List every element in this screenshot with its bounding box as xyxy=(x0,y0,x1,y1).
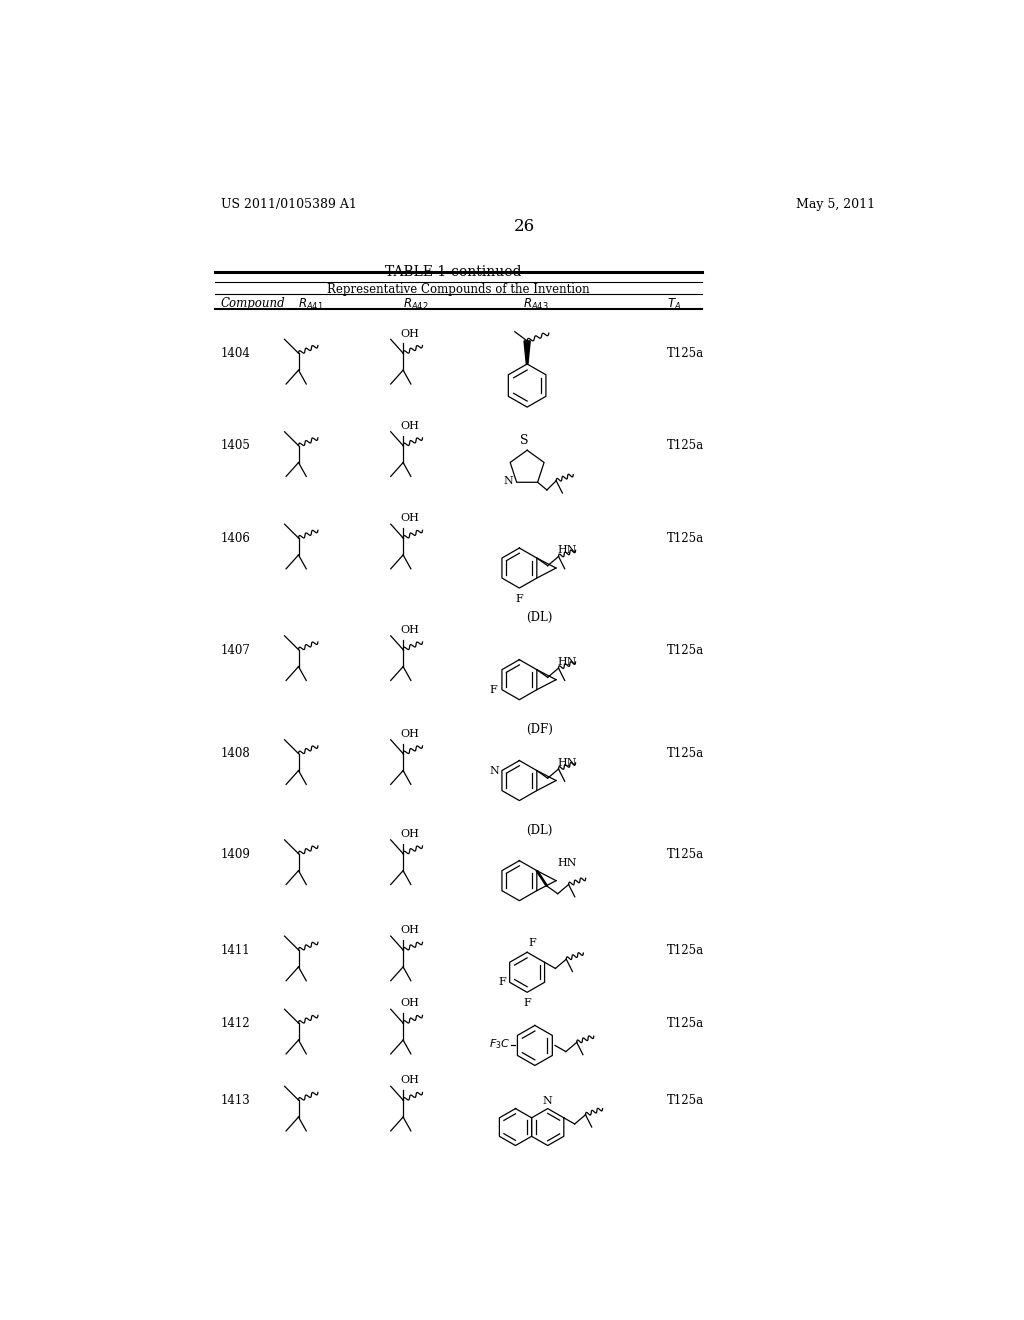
Text: May 5, 2011: May 5, 2011 xyxy=(796,198,876,211)
Text: OH: OH xyxy=(400,998,420,1008)
Text: $R_{A41}$: $R_{A41}$ xyxy=(299,297,324,312)
Text: T125a: T125a xyxy=(667,440,703,453)
Text: (DF): (DF) xyxy=(526,723,553,735)
Polygon shape xyxy=(536,871,548,886)
Text: HN: HN xyxy=(558,656,578,667)
Text: F: F xyxy=(489,685,498,694)
Text: T125a: T125a xyxy=(667,644,703,656)
Text: 26: 26 xyxy=(514,218,536,235)
Text: TABLE 1-continued: TABLE 1-continued xyxy=(385,264,522,279)
Text: 1413: 1413 xyxy=(221,1094,251,1107)
Text: 1406: 1406 xyxy=(221,532,251,545)
Text: OH: OH xyxy=(400,729,420,739)
Text: T125a: T125a xyxy=(667,347,703,360)
Text: 1407: 1407 xyxy=(221,644,251,656)
Text: 1404: 1404 xyxy=(221,347,251,360)
Text: $T_A$: $T_A$ xyxy=(667,297,681,312)
Text: T125a: T125a xyxy=(667,847,703,861)
Text: OH: OH xyxy=(400,626,420,635)
Text: $R_{A43}$: $R_{A43}$ xyxy=(523,297,549,312)
Text: HN: HN xyxy=(558,758,578,767)
Text: OH: OH xyxy=(400,1076,420,1085)
Text: T125a: T125a xyxy=(667,747,703,760)
Text: OH: OH xyxy=(400,329,420,339)
Text: N: N xyxy=(543,1096,553,1106)
Text: 1409: 1409 xyxy=(221,847,251,861)
Text: 1405: 1405 xyxy=(221,440,251,453)
Text: T125a: T125a xyxy=(667,1094,703,1107)
Text: US 2011/0105389 A1: US 2011/0105389 A1 xyxy=(221,198,357,211)
Text: 1411: 1411 xyxy=(221,944,251,957)
Text: (DL): (DL) xyxy=(526,825,553,837)
Text: HN: HN xyxy=(558,545,578,554)
Text: (DL): (DL) xyxy=(526,611,553,624)
Polygon shape xyxy=(524,341,530,364)
Text: N: N xyxy=(503,477,513,487)
Text: Compound: Compound xyxy=(221,297,286,310)
Text: $F_3C$: $F_3C$ xyxy=(489,1038,511,1051)
Text: 1408: 1408 xyxy=(221,747,251,760)
Text: OH: OH xyxy=(400,513,420,524)
Text: HN: HN xyxy=(558,858,578,867)
Text: T125a: T125a xyxy=(667,1016,703,1030)
Text: F: F xyxy=(523,998,531,1007)
Text: $R_{A42}$: $R_{A42}$ xyxy=(403,297,429,312)
Text: F: F xyxy=(528,939,537,949)
Text: 1412: 1412 xyxy=(221,1016,251,1030)
Text: T125a: T125a xyxy=(667,532,703,545)
Text: OH: OH xyxy=(400,421,420,430)
Text: T125a: T125a xyxy=(667,944,703,957)
Text: S: S xyxy=(520,434,528,447)
Text: OH: OH xyxy=(400,829,420,840)
Text: F: F xyxy=(515,594,523,605)
Text: F: F xyxy=(498,977,506,987)
Text: Representative Compounds of the Invention: Representative Compounds of the Inventio… xyxy=(327,284,590,296)
Text: OH: OH xyxy=(400,925,420,936)
Text: N: N xyxy=(489,766,499,776)
